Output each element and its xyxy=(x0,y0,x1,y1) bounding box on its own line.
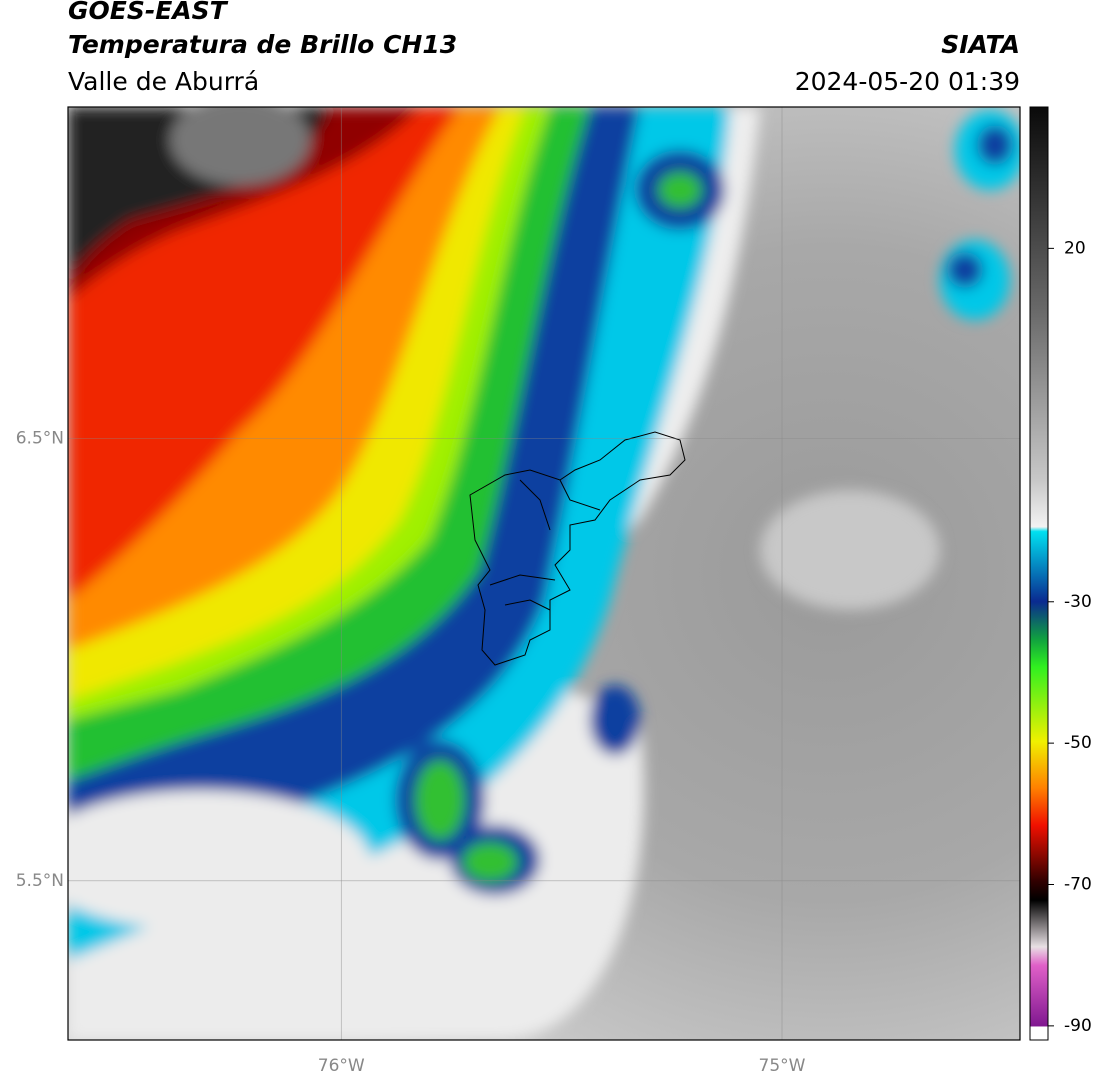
grid xyxy=(68,107,1020,1040)
region: Valle de Aburrá xyxy=(68,67,259,96)
colorbar xyxy=(1029,106,1049,1041)
map-frame xyxy=(67,106,1021,1041)
colorbar-tick-label: -70 xyxy=(1064,875,1092,895)
source: SIATA xyxy=(941,30,1020,59)
y-tick-label: 6.5°N xyxy=(16,429,64,449)
x-tick-label: 76°W xyxy=(318,1056,365,1076)
y-tick-label: 5.5°N xyxy=(16,871,64,891)
datetime: 2024-05-20 01:39 xyxy=(795,67,1020,96)
x-tick-label: 75°W xyxy=(759,1056,806,1076)
subtitle: Temperatura de Brillo CH13 xyxy=(68,30,457,59)
colorbar-tick-label: 20 xyxy=(1064,238,1086,258)
satellite-image xyxy=(68,107,1020,1040)
colorbar-tick-label: -50 xyxy=(1064,733,1092,753)
title: GOES-EAST xyxy=(68,0,229,25)
colorbar-tick-label: -30 xyxy=(1064,592,1092,612)
colorbar-tick-label: -90 xyxy=(1064,1016,1092,1036)
